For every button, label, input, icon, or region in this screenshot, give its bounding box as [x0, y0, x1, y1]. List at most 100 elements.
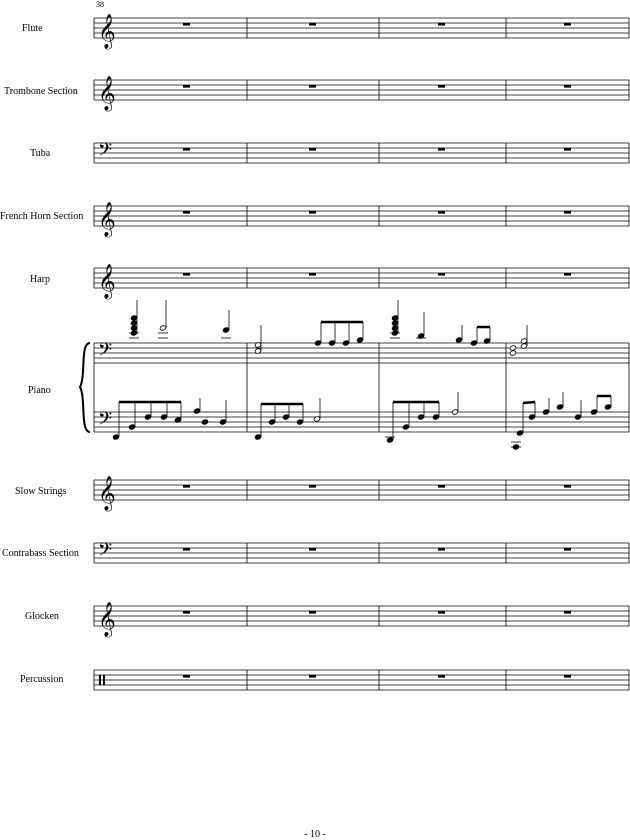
notehead	[328, 340, 336, 346]
notehead	[296, 419, 304, 425]
notehead	[455, 337, 463, 343]
piano-brace	[78, 342, 91, 433]
treble-clef-icon: 𝄞	[98, 476, 116, 512]
instrument-label-contrabass-section: Contrabass Section	[2, 548, 79, 559]
bass-clef-icon: 𝄢	[98, 540, 112, 565]
notehead	[222, 327, 230, 333]
notehead	[342, 340, 350, 346]
whole-rest	[309, 85, 316, 88]
treble-clef-icon: 𝄞	[98, 602, 116, 638]
whole-rest	[438, 211, 445, 214]
notehead	[574, 414, 582, 420]
whole-rest	[438, 148, 445, 151]
notehead	[432, 414, 440, 420]
notehead	[201, 419, 209, 425]
whole-rest	[438, 485, 445, 488]
instrument-label-tuba: Tuba	[30, 148, 51, 159]
notehead	[130, 315, 138, 321]
treble-clef-icon: 𝄞	[98, 202, 116, 238]
notehead	[219, 419, 227, 425]
whole-rests	[183, 23, 571, 678]
notehead	[528, 414, 536, 420]
whole-rest	[564, 211, 571, 214]
instrument-label-french-horn-section: French Horn Section	[0, 211, 84, 222]
notehead	[356, 337, 364, 343]
notehead	[282, 414, 290, 420]
whole-rest	[309, 148, 316, 151]
notehead	[130, 320, 138, 326]
page-number: - 10 -	[304, 829, 326, 840]
treble-clef-icon: 𝄞	[98, 76, 116, 112]
notehead	[556, 404, 564, 410]
notehead	[451, 409, 459, 415]
notehead	[590, 409, 598, 415]
bass-clef-icon: 𝄢	[98, 409, 112, 434]
whole-rest	[564, 273, 571, 276]
whole-rest	[183, 85, 190, 88]
notehead	[130, 325, 138, 331]
instrument-label-percussion: Percussion	[20, 674, 64, 685]
note-beam	[522, 400, 536, 405]
whole-rest	[564, 85, 571, 88]
whole-rest	[438, 548, 445, 551]
notehead	[391, 325, 399, 331]
whole-rest	[438, 85, 445, 88]
notehead	[391, 320, 399, 326]
notehead	[144, 414, 152, 420]
whole-rest	[183, 675, 190, 678]
instrument-label-harp: Harp	[30, 274, 50, 285]
staves	[94, 17, 629, 691]
whole-rest	[183, 23, 190, 26]
whole-rest	[183, 548, 190, 551]
percussion-clef-icon	[99, 675, 101, 685]
whole-rest	[438, 273, 445, 276]
whole-rest	[309, 611, 316, 614]
notehead	[604, 404, 612, 410]
whole-rest	[309, 548, 316, 551]
notehead	[470, 340, 478, 346]
instrument-label-piano: Piano	[28, 385, 51, 396]
whole-rest	[564, 675, 571, 678]
notehead	[417, 414, 425, 420]
whole-rest	[183, 485, 190, 488]
notehead	[509, 350, 517, 356]
notehead	[254, 434, 262, 440]
whole-rest	[183, 273, 190, 276]
whole-rest	[183, 211, 190, 214]
whole-rest	[438, 611, 445, 614]
notehead	[128, 424, 136, 430]
notehead	[542, 409, 550, 415]
instrument-label-glocken: Glocken	[25, 611, 59, 622]
notehead	[112, 434, 120, 440]
treble-clef-icon: 𝄞	[98, 14, 116, 50]
instrument-label-slow-strings: Slow Strings	[15, 486, 67, 497]
instrument-label-trombone-section: Trombone Section	[4, 86, 78, 97]
clefs: 𝄞 𝄞 𝄢 𝄞 𝄞 𝄞 𝄢 𝄞 𝄢 𝄢	[98, 14, 116, 685]
piano-notes	[112, 300, 612, 450]
whole-rest	[309, 675, 316, 678]
notehead	[509, 345, 517, 351]
notehead	[193, 408, 201, 414]
whole-rest	[564, 485, 571, 488]
whole-rest	[438, 675, 445, 678]
notehead	[386, 437, 394, 443]
bass-clef-icon: 𝄢	[98, 340, 112, 365]
whole-rest	[309, 211, 316, 214]
notehead	[402, 424, 410, 430]
whole-rest	[309, 273, 316, 276]
notehead	[159, 325, 167, 331]
bass-clef-icon: 𝄢	[98, 140, 112, 165]
whole-rest	[564, 148, 571, 151]
instrument-label-flute: Flute	[22, 23, 43, 34]
whole-rest	[309, 23, 316, 26]
whole-rest	[309, 485, 316, 488]
whole-rest	[183, 611, 190, 614]
notehead	[516, 430, 524, 436]
barlines	[78, 18, 630, 690]
whole-rest	[183, 148, 190, 151]
notehead	[314, 340, 322, 346]
percussion-clef-icon	[103, 675, 105, 685]
notehead	[391, 315, 399, 321]
notehead	[268, 419, 276, 425]
